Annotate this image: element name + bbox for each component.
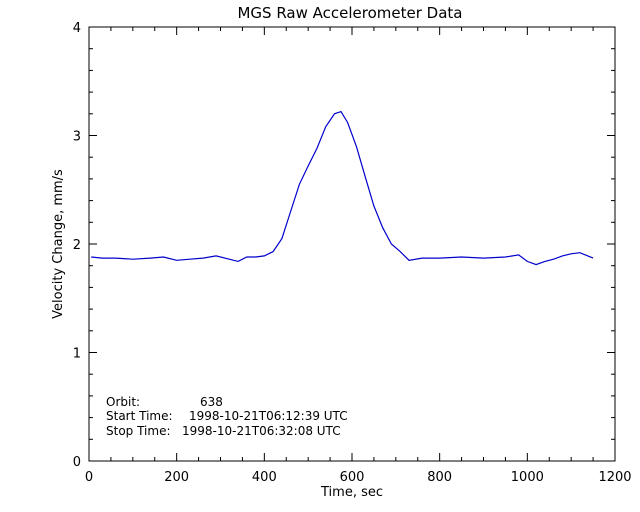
y-tick-label: 3 <box>73 130 81 145</box>
x-tick-label: 200 <box>164 470 189 485</box>
x-tick-label: 1000 <box>511 470 544 485</box>
axis-ticks <box>88 26 616 462</box>
y-axis-label: Velocity Change, mm/s <box>51 169 66 319</box>
start-time-label: Start Time: <box>106 409 173 423</box>
x-tick-label: 1200 <box>598 470 631 485</box>
plot-frame <box>88 26 616 462</box>
start-time-value: 1998-10-21T06:12:39 UTC <box>189 409 348 423</box>
orbit-label: Orbit: <box>106 395 140 409</box>
y-tick-label: 0 <box>73 455 81 470</box>
stop-time-label: Stop Time: <box>106 424 171 438</box>
y-tick-label: 2 <box>73 238 81 253</box>
chart-title: MGS Raw Accelerometer Data <box>237 4 462 22</box>
series-line <box>91 110 594 266</box>
info-annotation: Orbit: 638 Start Time: 1998-10-21T06:12:… <box>106 395 348 438</box>
x-tick-label: 0 <box>85 470 93 485</box>
y-tick-label: 4 <box>73 21 81 36</box>
x-axis-label: Time, sec <box>320 485 383 500</box>
x-tick-label: 800 <box>427 470 452 485</box>
stop-time-value: 1998-10-21T06:32:08 UTC <box>182 424 341 438</box>
y-tick-label: 1 <box>73 347 81 362</box>
axis-tick-labels: 0 200 400 600 800 1000 1200 0 1 2 3 4 <box>73 21 632 485</box>
x-tick-label: 400 <box>252 470 277 485</box>
orbit-value: 638 <box>200 395 223 409</box>
x-tick-label: 600 <box>340 470 365 485</box>
